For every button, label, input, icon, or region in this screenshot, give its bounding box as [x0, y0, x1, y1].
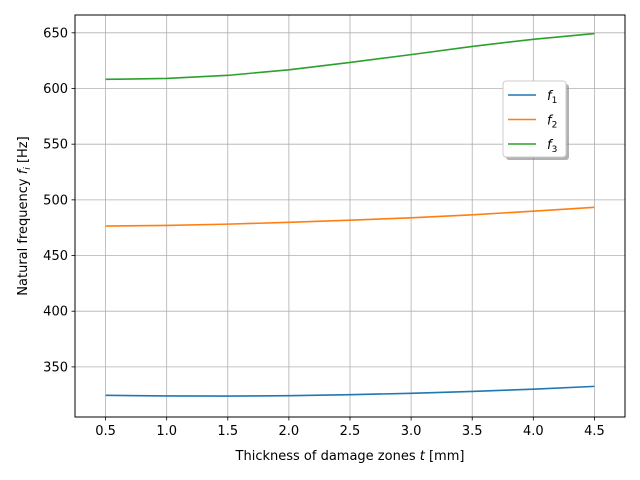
y-tick-label: 350	[43, 360, 68, 375]
y-tick-label: 400	[43, 305, 68, 320]
series-lines	[105, 32, 595, 397]
series-line-f3	[105, 32, 595, 81]
x-tick-label: 1.5	[217, 424, 238, 439]
x-tick-label: 4.0	[523, 424, 544, 439]
legend-label-f1: f1	[547, 89, 557, 106]
x-tick-label: 1.0	[156, 424, 177, 439]
x-tick-label: 3.5	[462, 424, 483, 439]
legend-label-f2: f2	[547, 114, 557, 131]
y-tick-label: 500	[43, 193, 68, 208]
x-axis-label: Thickness of damage zones t [mm]	[235, 449, 465, 464]
y-tick-label: 550	[43, 138, 68, 153]
grid	[75, 15, 625, 417]
y-tick-label: 650	[43, 26, 68, 41]
legend: f1 f2 f3	[502, 80, 569, 160]
y-tick-label: 600	[43, 82, 68, 97]
x-tick-label: 3.0	[401, 424, 422, 439]
axis-ticks: 0.5 1.0 1.5 2.0 2.5 3.0 3.5 4.0 4.5 350 400 450 500 5…	[43, 26, 605, 439]
y-axis-label: Natural frequency fi [Hz]	[16, 136, 33, 295]
x-tick-label: 0.5	[95, 424, 116, 439]
x-tick-label: 2.0	[279, 424, 300, 439]
x-tick-label: 2.5	[340, 424, 361, 439]
series-line-f2	[105, 206, 595, 227]
x-tick-label: 4.5	[584, 424, 605, 439]
series-line-f1	[105, 385, 595, 397]
legend-label-f3: f3	[547, 138, 557, 155]
y-tick-label: 450	[43, 249, 68, 264]
